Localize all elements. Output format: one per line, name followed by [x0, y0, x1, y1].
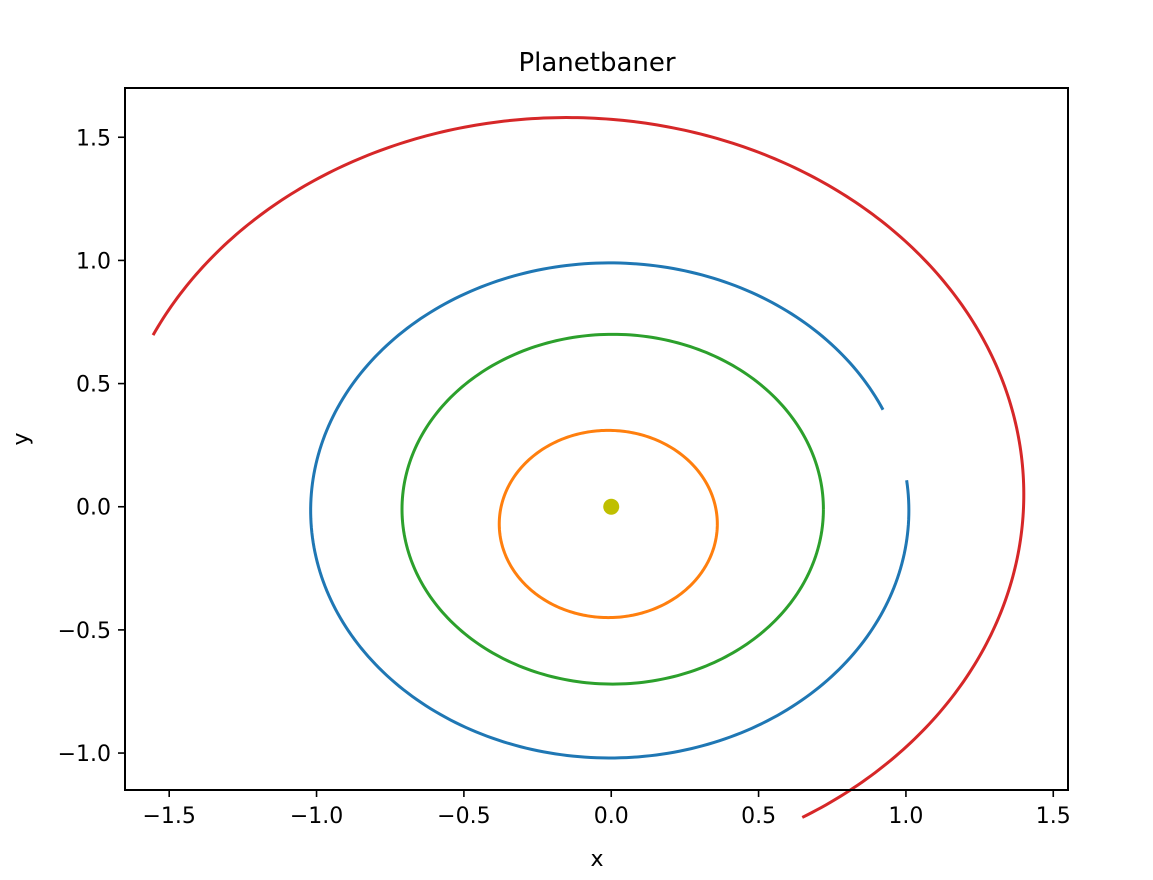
y-tick-label: −1.0: [58, 742, 111, 767]
y-tick-label: 0.0: [76, 496, 111, 521]
y-axis-label: y: [9, 432, 34, 445]
x-axis-label: x: [590, 847, 603, 872]
chart-title: Planetbaner: [518, 48, 675, 78]
x-tick-label: −0.5: [437, 804, 490, 829]
x-tick-label: 1.0: [888, 804, 923, 829]
orbit-line-4: [151, 116, 1026, 819]
axes-frame: [124, 87, 1069, 791]
plot-area: [151, 116, 1026, 819]
ticks: −1.5 −1.0 −0.5 0.0 0.5 1.0 1.5 −1.0 −0.5 0.0 0.5 1.…: [58, 126, 1071, 829]
sun-point: [603, 498, 620, 515]
y-tick-label: −0.5: [58, 619, 111, 644]
y-tick-label: 0.5: [76, 373, 111, 398]
x-tick-label: −1.0: [290, 804, 343, 829]
x-tick-label: 1.5: [1036, 804, 1071, 829]
y-tick-label: 1.0: [76, 249, 111, 274]
x-tick-label: 0.5: [741, 804, 776, 829]
x-tick-label: −1.5: [142, 804, 195, 829]
orbit-line-1: [309, 261, 911, 760]
orbit-line-2: [497, 428, 719, 620]
orbit-line-3: [400, 332, 825, 686]
y-tick-label: 1.5: [76, 126, 111, 151]
x-tick-label: 0.0: [594, 804, 629, 829]
